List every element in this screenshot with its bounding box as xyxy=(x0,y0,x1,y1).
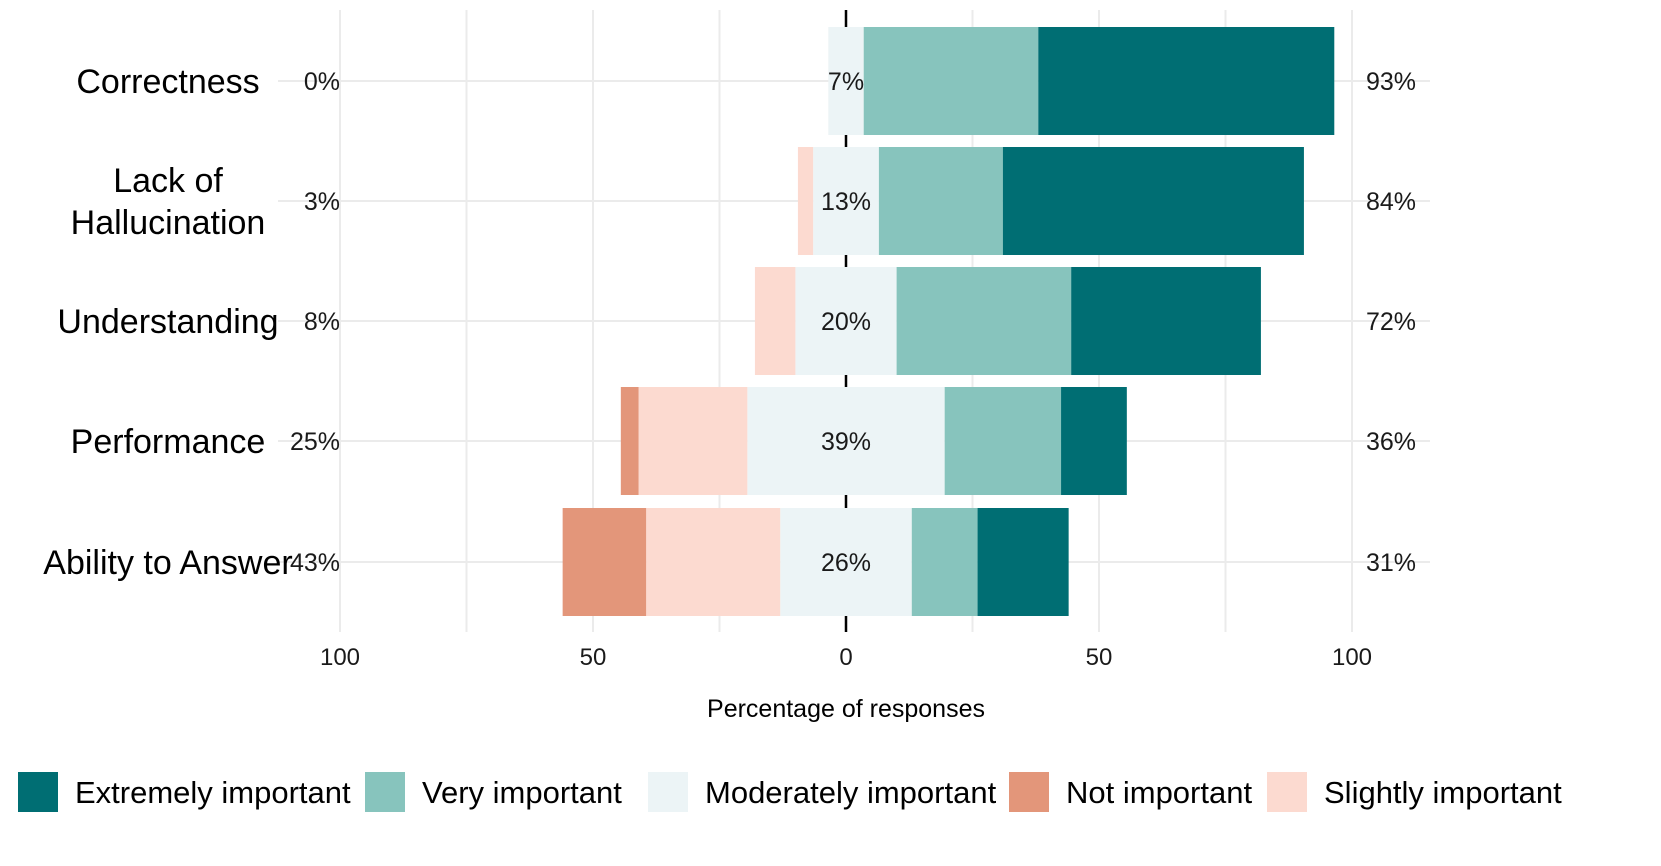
bar-extremely-important xyxy=(1061,387,1127,495)
legend-label-not-important: Not important xyxy=(1066,775,1252,810)
right-percent-label: 84% xyxy=(1366,188,1416,216)
bar-slightly-important xyxy=(638,387,748,495)
x-tick-label: 0 xyxy=(839,644,852,671)
center-percent-label: 7% xyxy=(828,68,864,96)
zero-line-mask xyxy=(844,508,848,616)
zero-line-mask xyxy=(844,147,848,255)
zero-line-mask xyxy=(844,27,848,135)
bar-slightly-important xyxy=(797,147,814,255)
category-label: Understanding xyxy=(57,303,278,341)
legend-label-slightly-important: Slightly important xyxy=(1324,775,1562,810)
legend-swatch-slightly-important xyxy=(1267,772,1307,812)
zero-line xyxy=(844,10,848,632)
category-label: Ability to Answer xyxy=(43,544,292,582)
left-percent-label: 8% xyxy=(304,308,340,336)
bar-very-important xyxy=(863,27,1039,135)
left-percent-label: 0% xyxy=(304,68,340,96)
bar-extremely-important xyxy=(1071,267,1261,375)
zero-line-mask xyxy=(844,387,848,495)
x-tick-label: 50 xyxy=(1086,644,1113,671)
bar-extremely-important xyxy=(1002,147,1304,255)
right-percent-label: 36% xyxy=(1366,428,1416,456)
labels: Correctness 0% 7% 93% Lack of Hallucination 3%… xyxy=(43,63,1416,582)
x-axis: Percentage of responses 100 50 0 50 100 xyxy=(320,644,1372,723)
left-percent-label: 3% xyxy=(304,188,340,216)
bar-very-important xyxy=(878,147,1003,255)
x-tick-label: 100 xyxy=(320,644,360,671)
legend-swatch-moderately-important xyxy=(648,772,688,812)
bar-very-important xyxy=(896,267,1072,375)
category-label: Correctness xyxy=(76,63,259,101)
legend-label-extremely-important: Extremely important xyxy=(75,775,351,810)
center-percent-label: 39% xyxy=(821,428,871,456)
bar-extremely-important xyxy=(1038,27,1335,135)
legend-label-moderately-important: Moderately important xyxy=(705,775,997,810)
bar-not-important xyxy=(562,508,647,616)
bar-slightly-important xyxy=(646,508,781,616)
x-tick-label: 100 xyxy=(1332,644,1372,671)
zero-line-mask xyxy=(844,267,848,375)
bar-very-important xyxy=(911,508,978,616)
center-percent-label: 26% xyxy=(821,549,871,577)
category-label: Hallucination xyxy=(71,204,266,242)
legend-swatch-extremely-important xyxy=(18,772,58,812)
right-percent-label: 72% xyxy=(1366,308,1416,336)
legend-swatch-not-important xyxy=(1009,772,1049,812)
left-percent-label: 43% xyxy=(290,549,340,577)
bar-extremely-important xyxy=(977,508,1069,616)
center-percent-label: 20% xyxy=(821,308,871,336)
legend: Extremely important Very important Moderat… xyxy=(18,772,1562,812)
bar-very-important xyxy=(944,387,1062,495)
bar-not-important xyxy=(620,387,639,495)
bar-slightly-important xyxy=(754,267,796,375)
left-percent-label: 25% xyxy=(290,428,340,456)
legend-label-very-important: Very important xyxy=(422,775,622,810)
x-tick-label: 50 xyxy=(580,644,607,671)
category-label: Performance xyxy=(71,423,266,461)
right-percent-label: 31% xyxy=(1366,549,1416,577)
right-percent-label: 93% xyxy=(1366,68,1416,96)
legend-swatch-very-important xyxy=(365,772,405,812)
category-label: Lack of xyxy=(113,162,223,200)
center-percent-label: 13% xyxy=(821,188,871,216)
x-axis-title: Percentage of responses xyxy=(707,695,985,723)
